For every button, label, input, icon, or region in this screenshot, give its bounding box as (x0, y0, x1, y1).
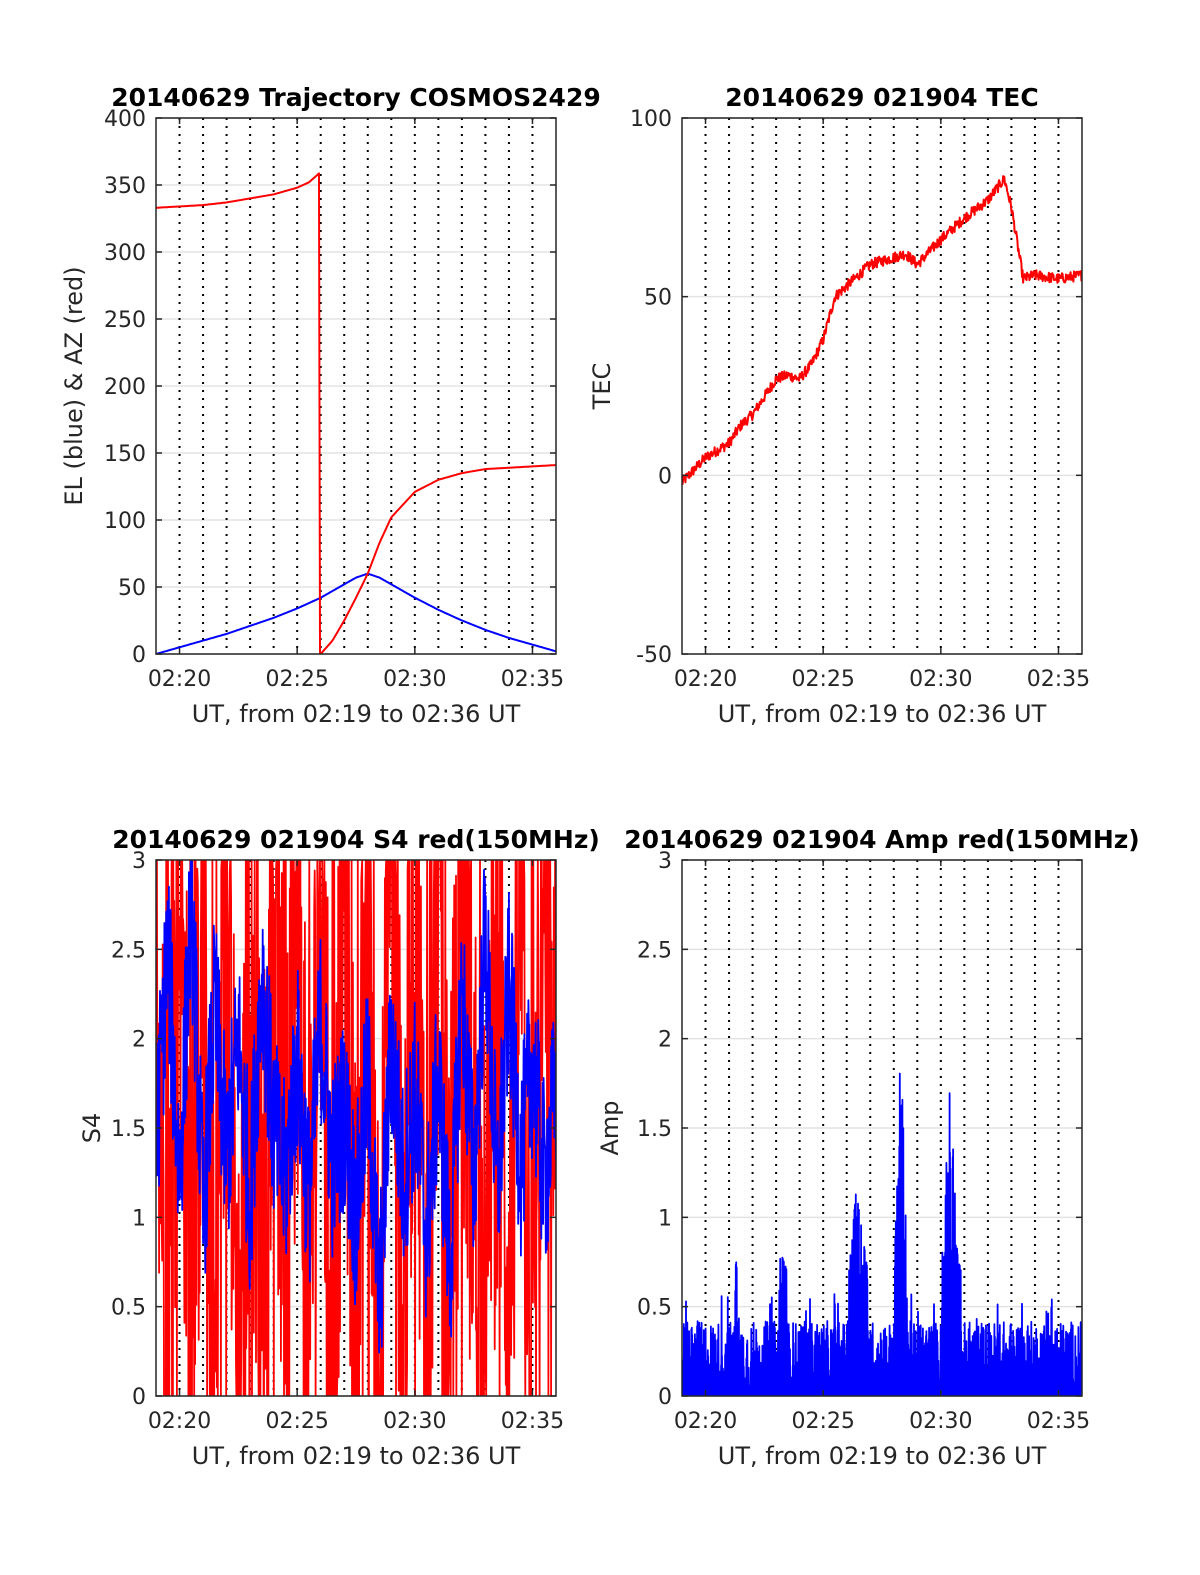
x-axis-label: UT, from 02:19 to 02:36 UT (192, 1442, 521, 1470)
chart-title: 20140629 021904 S4 red(150MHz) (112, 825, 600, 854)
y-tick-label: 1.5 (111, 1117, 146, 1142)
y-tick-label: 3 (132, 849, 146, 874)
x-tick-label: 02:20 (148, 1409, 211, 1434)
x-axis-label: UT, from 02:19 to 02:36 UT (192, 700, 521, 728)
y-tick-label: 250 (104, 308, 146, 333)
chart-2: -50 0 50 100 02:20 02:25 02:30 02:35 20140629 02… (588, 83, 1090, 728)
y-tick-label: 0.5 (111, 1296, 146, 1321)
y-tick-label: 0 (658, 1385, 672, 1410)
series-line-2 (156, 860, 556, 1354)
y-tick-label: 0.5 (637, 1296, 672, 1321)
y-tick-label: 2.5 (637, 938, 672, 963)
x-tick-label: 02:30 (383, 1409, 446, 1434)
x-tick-label: 02:25 (265, 667, 328, 692)
plot-area (156, 860, 556, 1396)
y-axis-label: EL (blue) & AZ (red) (60, 266, 88, 505)
x-axis-label: UT, from 02:19 to 02:36 UT (718, 700, 1047, 728)
y-tick-label: 0 (132, 1385, 146, 1410)
x-tick-label: 02:25 (791, 667, 854, 692)
y-tick-label: 2 (658, 1028, 672, 1053)
y-tick-label: 1 (132, 1206, 146, 1231)
x-tick-label: 02:30 (383, 667, 446, 692)
y-tick-label: 3 (658, 849, 672, 874)
y-tick-label: 1 (658, 1206, 672, 1231)
y-tick-label: 350 (104, 174, 146, 199)
series-line-2 (156, 172, 556, 654)
x-tick-label: 02:35 (501, 1409, 564, 1434)
y-tick-label: 100 (104, 509, 146, 534)
y-tick-label: 0 (658, 464, 672, 489)
y-axis-label: TEC (588, 363, 616, 411)
x-tick-label: 02:20 (674, 667, 737, 692)
x-tick-label: 02:25 (265, 1409, 328, 1434)
y-axis-label: S4 (78, 1113, 106, 1144)
plot-area (156, 172, 556, 654)
x-tick-label: 02:35 (1027, 667, 1090, 692)
x-tick-label: 02:35 (501, 667, 564, 692)
x-tick-label: 02:20 (674, 1409, 737, 1434)
y-tick-label: 100 (630, 107, 672, 132)
chart-title: 20140629 021904 Amp red(150MHz) (624, 825, 1140, 854)
x-tick-label: 02:25 (791, 1409, 854, 1434)
axes-box (681, 117, 1083, 655)
series-line-1 (682, 1072, 1082, 1396)
y-tick-label: 300 (104, 241, 146, 266)
y-tick-label: 400 (104, 107, 146, 132)
y-tick-label: 2.5 (111, 938, 146, 963)
y-tick-label: 0 (132, 643, 146, 668)
plot-area (682, 175, 1082, 485)
y-tick-label: -50 (636, 643, 672, 668)
x-tick-label: 02:30 (909, 667, 972, 692)
y-tick-label: 1.5 (637, 1117, 672, 1142)
series-line-1 (156, 572, 556, 654)
x-tick-label: 02:35 (1027, 1409, 1090, 1434)
y-tick-label: 50 (118, 576, 146, 601)
chart-1: 0 50 100 150 200 250 300 350 400 02:20 02:25 02:30 0… (60, 83, 601, 728)
y-tick-label: 2 (132, 1028, 146, 1053)
chart-title: 20140629 Trajectory COSMOS2429 (111, 83, 601, 112)
y-tick-label: 200 (104, 375, 146, 400)
series-line-1 (682, 175, 1082, 485)
y-tick-label: 150 (104, 442, 146, 467)
x-tick-label: 02:30 (909, 1409, 972, 1434)
chart-title: 20140629 021904 TEC (725, 83, 1038, 112)
x-axis-label: UT, from 02:19 to 02:36 UT (718, 1442, 1047, 1470)
chart-3: 0 0.5 1 1.5 2 2.5 3 02:20 02:25 02:30 02:35 2014062… (78, 825, 600, 1470)
y-axis-label: Amp (596, 1100, 624, 1155)
x-tick-label: 02:20 (148, 667, 211, 692)
y-tick-label: 50 (644, 286, 672, 311)
plot-area (682, 1072, 1082, 1396)
chart-4: 0 0.5 1 1.5 2 2.5 3 02:20 02:25 02:30 02:35 2014062… (596, 825, 1140, 1470)
